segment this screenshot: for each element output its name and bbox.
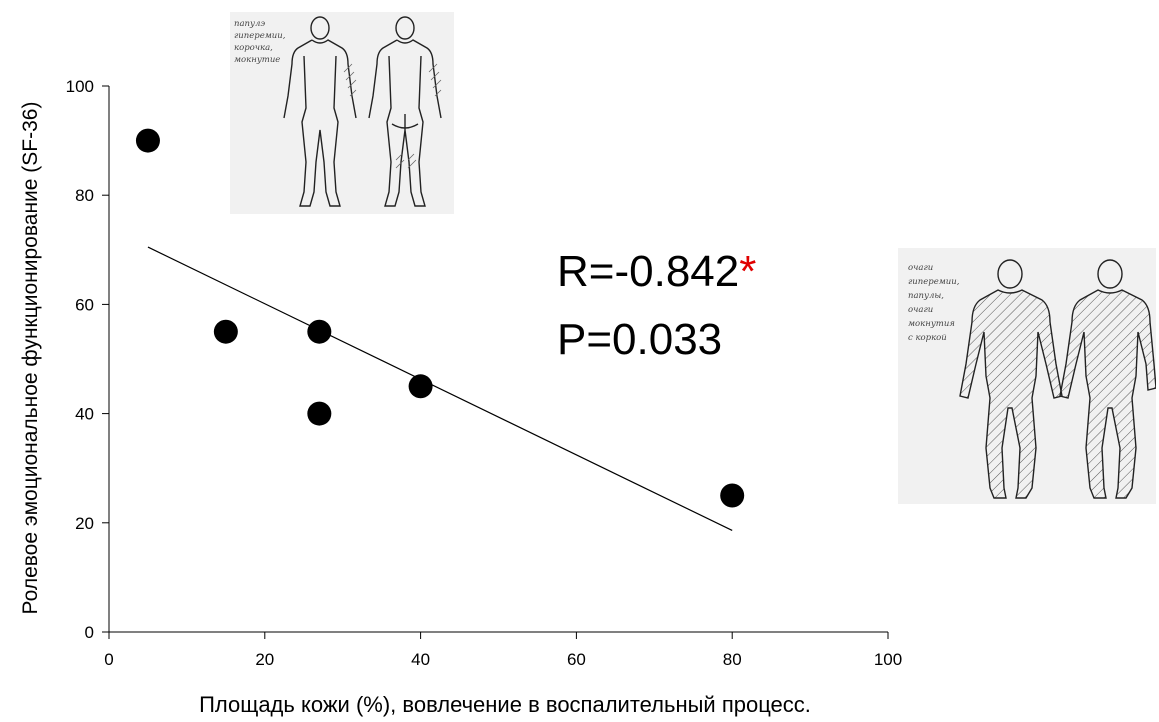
data-point [307,401,332,426]
body-diagram-note: папулы, [908,291,944,301]
body-diagram-mild: папулэ гиперемии, корочка, мокнутие [230,12,454,214]
body-diagram-note: гиперемии, [908,277,960,287]
body-diagram-severe: очаги гиперемии, папулы, очаги мокнутия … [898,248,1157,504]
significance-star: * [739,247,757,296]
x-tick-label: 0 [104,650,113,669]
x-tick-label: 80 [723,650,742,669]
body-diagram-note: корочка, [234,43,273,53]
p-value: P=0.033 [557,315,723,364]
y-axis-label: Ролевое эмоциональное функционирование (… [19,102,42,615]
body-diagram-note: очаги [908,305,933,315]
x-axis-label: Площадь кожи (%), вовлечение в воспалите… [199,692,811,717]
y-tick-label: 40 [75,405,94,424]
x-tick-label: 20 [255,650,274,669]
body-diagram-note: папулэ [234,19,265,29]
body-diagram-note: гиперемии, [234,31,286,41]
y-tick-label: 100 [66,77,94,96]
y-tick-label: 80 [75,186,94,205]
data-point [213,319,238,344]
x-tick-label: 100 [874,650,902,669]
data-point [135,128,160,153]
body-diagram-note: мокнутия [908,319,955,329]
x-tick-label: 40 [411,650,430,669]
x-tick-label: 60 [567,650,586,669]
body-diagram-note: очаги [908,263,933,273]
trend-line [147,246,733,531]
r-value: R=-0.842 [557,247,740,296]
y-tick-label: 20 [75,514,94,533]
body-diagram-note: мокнутие [234,55,280,65]
correlation-annotation: R=-0.842* [557,250,756,294]
body-diagram-note: с коркой [908,333,947,343]
data-point [408,374,433,399]
data-point [720,483,745,508]
y-tick-label: 60 [75,295,94,314]
data-point [307,319,332,344]
y-tick-label: 0 [85,623,94,642]
